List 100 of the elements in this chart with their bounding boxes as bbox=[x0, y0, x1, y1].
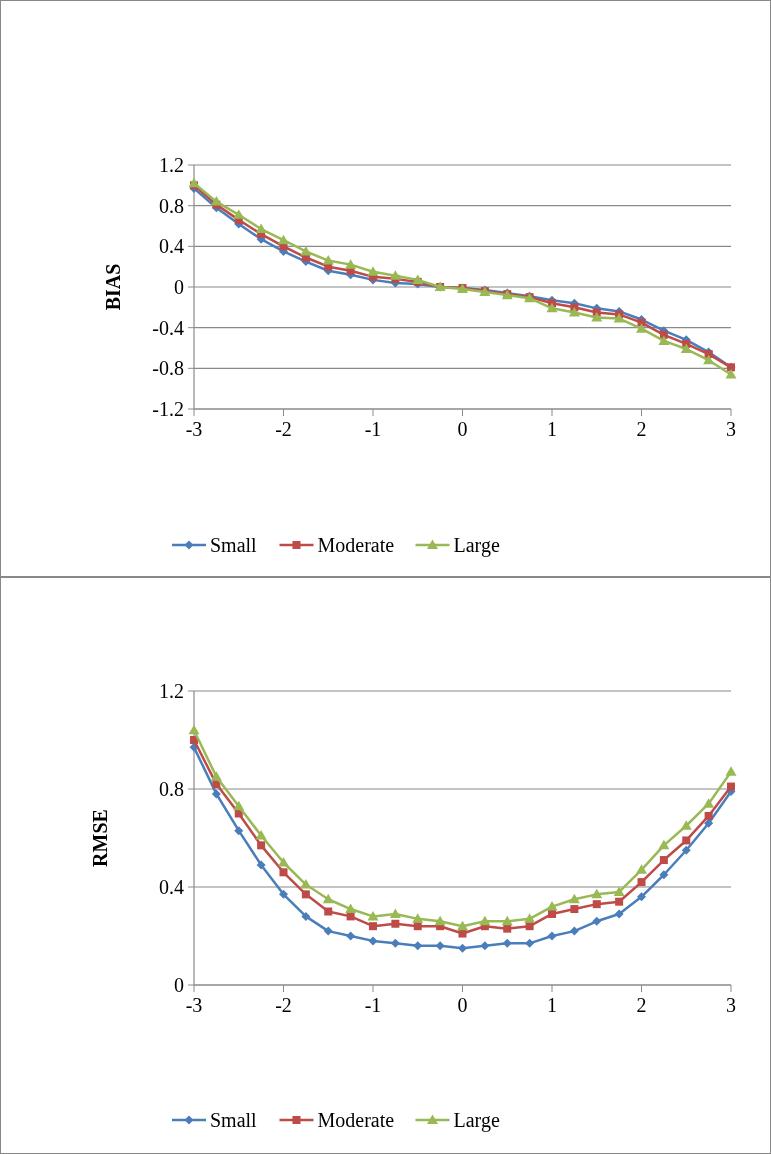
point bbox=[279, 889, 288, 899]
point bbox=[725, 766, 737, 776]
point bbox=[547, 931, 557, 941]
point bbox=[210, 771, 222, 781]
legend-label: Moderate bbox=[317, 534, 395, 556]
point bbox=[591, 888, 603, 899]
point bbox=[546, 901, 558, 911]
point bbox=[682, 836, 691, 845]
point bbox=[234, 826, 244, 836]
point bbox=[346, 931, 356, 941]
point bbox=[725, 368, 737, 379]
point bbox=[257, 841, 266, 850]
point bbox=[704, 811, 713, 820]
point bbox=[703, 798, 715, 808]
point bbox=[502, 938, 512, 948]
y-axis-title: BIAS bbox=[102, 263, 124, 311]
point bbox=[391, 919, 400, 928]
point bbox=[323, 926, 333, 936]
x-tick-label: 3 bbox=[726, 418, 736, 440]
y-tick-label: 0.4 bbox=[159, 235, 184, 258]
point bbox=[637, 878, 646, 887]
point bbox=[389, 908, 401, 918]
point bbox=[345, 903, 357, 914]
x-tick-label: -2 bbox=[275, 418, 292, 440]
legend-label: Small bbox=[210, 1109, 258, 1131]
point bbox=[367, 910, 379, 921]
point bbox=[637, 892, 646, 902]
point bbox=[210, 196, 222, 206]
point bbox=[255, 223, 267, 234]
y-tick-label: 1.2 bbox=[159, 154, 184, 176]
point bbox=[300, 245, 312, 256]
point bbox=[188, 724, 200, 735]
point bbox=[367, 266, 379, 276]
point bbox=[458, 929, 467, 938]
point bbox=[613, 886, 625, 896]
point bbox=[614, 909, 624, 919]
x-tick-label: -1 bbox=[364, 994, 382, 1016]
point bbox=[301, 911, 311, 921]
point bbox=[546, 302, 558, 313]
legend-label: Moderate bbox=[317, 1109, 395, 1131]
x-tick-label: 1 bbox=[547, 418, 557, 440]
y-tick-label: -0.8 bbox=[152, 357, 184, 380]
x-tick-label: -1 bbox=[364, 418, 382, 440]
point bbox=[615, 897, 624, 906]
point bbox=[524, 913, 536, 923]
legend-label: Small bbox=[210, 534, 258, 556]
legend-label: Large bbox=[453, 1109, 500, 1132]
point bbox=[390, 938, 400, 948]
x-tick-label: 1 bbox=[547, 994, 557, 1016]
point bbox=[457, 920, 468, 931]
y-axis-title: RMSE bbox=[89, 809, 111, 867]
y-tick-label: -0.4 bbox=[152, 316, 184, 339]
point bbox=[211, 789, 221, 799]
x-tick-label: -3 bbox=[185, 994, 203, 1016]
y-tick-label: 0 bbox=[174, 276, 184, 298]
point bbox=[568, 306, 580, 317]
point bbox=[369, 922, 377, 931]
point bbox=[300, 879, 312, 889]
point bbox=[233, 800, 245, 811]
point bbox=[727, 782, 735, 791]
point bbox=[569, 926, 579, 936]
point bbox=[591, 312, 603, 322]
point bbox=[613, 313, 625, 323]
point bbox=[704, 818, 714, 828]
point bbox=[480, 941, 490, 951]
point bbox=[479, 915, 491, 926]
point bbox=[278, 234, 289, 245]
point bbox=[501, 915, 513, 926]
point bbox=[658, 839, 670, 850]
legend-label: Large bbox=[453, 534, 500, 557]
x-tick-label: 0 bbox=[457, 994, 468, 1016]
point bbox=[636, 864, 647, 874]
x-tick-label: 2 bbox=[636, 418, 647, 440]
point bbox=[301, 890, 310, 899]
x-tick-label: -2 bbox=[275, 994, 292, 1016]
point bbox=[345, 259, 357, 269]
x-tick-label: 0 bbox=[457, 418, 468, 440]
point bbox=[636, 323, 647, 333]
point bbox=[659, 856, 668, 865]
point bbox=[279, 868, 288, 877]
point bbox=[188, 177, 200, 188]
point bbox=[658, 335, 670, 345]
point bbox=[322, 255, 334, 265]
x-tick-label: 3 bbox=[726, 994, 736, 1016]
y-tick-label: -1.2 bbox=[152, 398, 184, 420]
point bbox=[389, 270, 401, 280]
point bbox=[570, 905, 579, 914]
point bbox=[592, 900, 601, 909]
point bbox=[368, 936, 378, 946]
point bbox=[703, 354, 715, 365]
y-tick-label: 1.2 bbox=[159, 680, 184, 702]
point bbox=[458, 943, 467, 953]
y-tick-label: 0.8 bbox=[159, 194, 184, 217]
point bbox=[659, 870, 669, 880]
point bbox=[592, 916, 602, 926]
point bbox=[322, 893, 334, 904]
point bbox=[434, 915, 446, 926]
point bbox=[681, 845, 691, 855]
point bbox=[413, 941, 423, 951]
point bbox=[234, 809, 243, 818]
